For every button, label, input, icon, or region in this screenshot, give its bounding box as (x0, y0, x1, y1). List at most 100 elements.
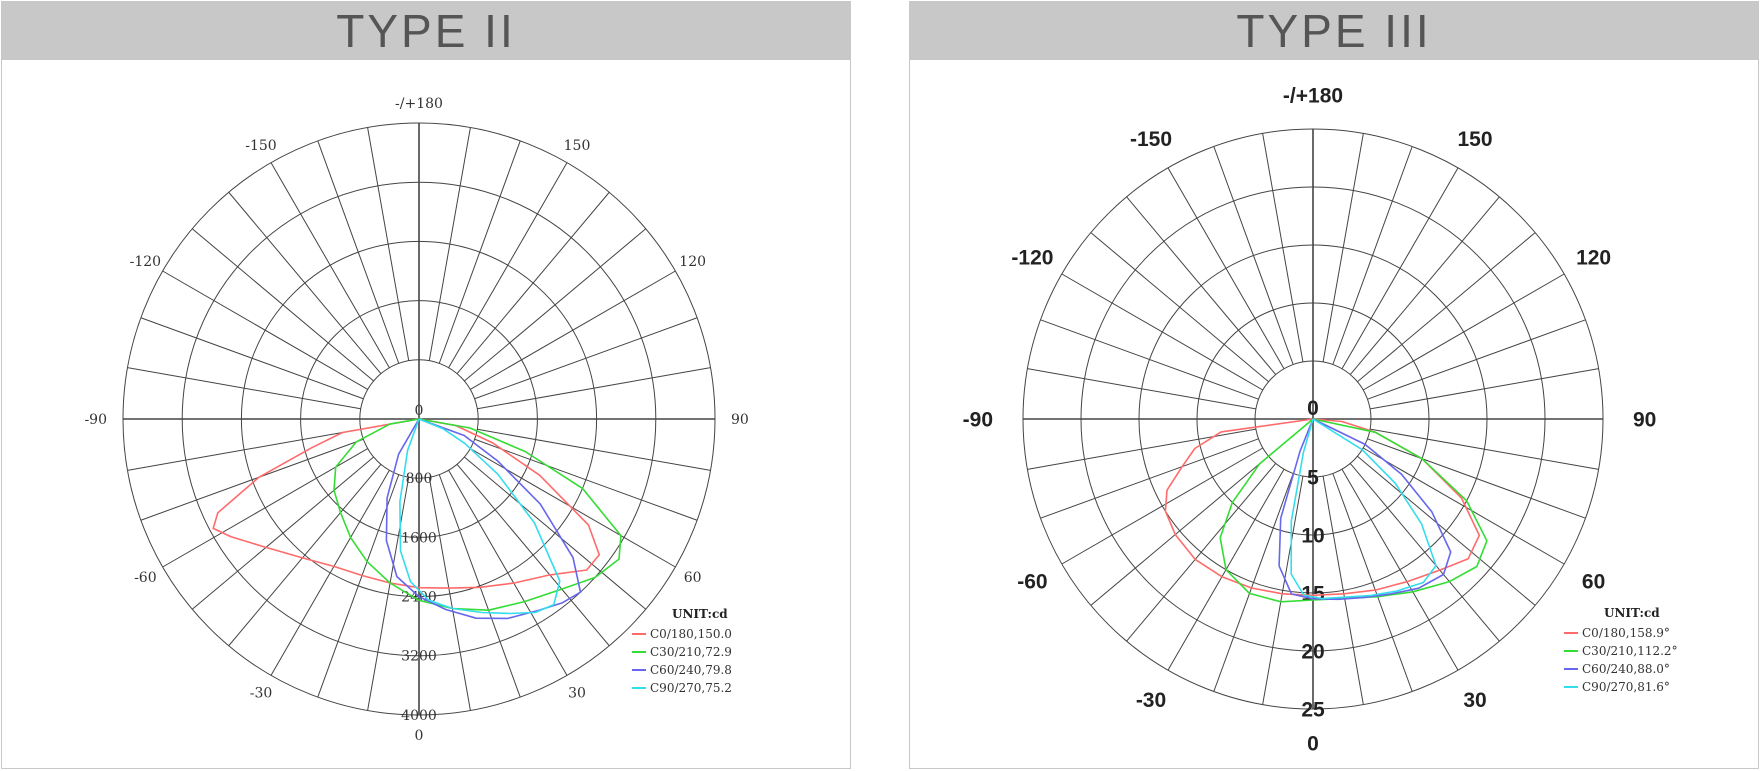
radial-labels: 0 5 10 15 20 25 (1301, 397, 1325, 721)
grid-spoke (428, 477, 471, 711)
legend-entry: C60/240,88.0° (1582, 662, 1670, 676)
series-curves (1164, 418, 1488, 603)
grid-spoke (1262, 476, 1304, 705)
grid-spoke (1341, 167, 1459, 370)
legend-entry: C60/240,79.8 (650, 663, 732, 677)
grid-spoke (1213, 146, 1294, 365)
angle-tick-label: -30 (1136, 689, 1166, 712)
angle-tick-label: -150 (1130, 128, 1172, 151)
grid-spoke (1126, 463, 1277, 642)
grid-spoke (1332, 473, 1413, 692)
grid-spoke (470, 270, 676, 390)
angle-tick-label: 90 (731, 412, 749, 428)
grid-spoke (1126, 196, 1277, 375)
angle-tick-label: -150 (245, 138, 276, 154)
angle-tick-label: 60 (1582, 570, 1605, 593)
grid-spoke (464, 228, 647, 382)
grid-spoke (1349, 196, 1500, 375)
radial-tick-label: 3200 (401, 649, 437, 665)
angle-tick-label: 150 (564, 138, 591, 154)
grid-spoke (448, 470, 568, 676)
grid-spoke (1362, 273, 1565, 391)
grid-spoke (474, 317, 698, 400)
radial-tick-label: 0 (1307, 397, 1319, 420)
chart-title: TYPE III (910, 2, 1758, 60)
angle-labels: -/+180-150 150-120 120-90 90-60 60-30 300 (963, 84, 1657, 755)
grid-spoke (428, 127, 471, 361)
grid-spoke (1167, 167, 1285, 370)
grid-spoke (191, 456, 374, 610)
angle-tick-label: -/+180 (395, 96, 443, 112)
grid-spoke (448, 162, 568, 368)
grid-spoke (270, 162, 390, 368)
grid-spoke (1341, 468, 1459, 671)
legend-title: UNIT:cd (1604, 606, 1660, 620)
radial-tick-label: 0 (415, 403, 424, 419)
legend: UNIT:cd C0/180,158.9° C30/210,112.2° C60/24… (1564, 606, 1678, 694)
angle-tick-label: -30 (250, 686, 273, 702)
grid-spoke (191, 228, 374, 382)
angle-tick-label: -90 (84, 412, 107, 428)
angle-tick-label: 30 (1463, 689, 1486, 712)
legend-entry: C30/210,72.9 (650, 645, 732, 659)
grid-spoke (367, 127, 410, 361)
grid-spoke (1322, 476, 1364, 705)
legend-title: UNIT:cd (672, 607, 728, 621)
grid-spoke (270, 470, 390, 676)
chart-title: TYPE II (2, 2, 850, 60)
grid-spoke (464, 456, 647, 610)
grid-spoke (1027, 428, 1256, 470)
grid-spoke (1362, 447, 1565, 565)
angle-tick-label: -/+180 (1283, 84, 1343, 107)
radial-tick-label: 800 (406, 471, 433, 487)
grid-spoke (140, 317, 364, 400)
radial-tick-label: 1600 (401, 530, 437, 546)
angle-tick-label: 120 (679, 254, 706, 270)
legend-entry: C90/270,81.6° (1582, 680, 1670, 694)
grid-spoke (1090, 455, 1269, 606)
angle-tick-label: 30 (568, 686, 586, 702)
grid-spoke (1370, 368, 1599, 410)
grid-spoke (162, 270, 368, 390)
grid-spoke (1357, 455, 1536, 606)
grid-spoke (1367, 319, 1586, 400)
grid-spoke (456, 464, 610, 647)
grid-spoke (317, 474, 400, 698)
grid-spoke (470, 448, 676, 568)
grid-spoke (477, 367, 711, 410)
grid-spoke (477, 428, 711, 471)
grid-spoke (228, 464, 382, 647)
grid-spoke (1040, 438, 1259, 519)
angle-labels: -/+180-150 150-120 120-90 90-60 60-30 300 (84, 96, 748, 744)
grid-spoke (1370, 428, 1599, 470)
grid-spoke (1349, 463, 1500, 642)
chart-panel-type-ii: TYPE II -/+180 -150 150 -120 120 -90 90 -60 60 -3… (1, 1, 851, 769)
grid-spoke (1040, 319, 1259, 400)
angle-tick-label: 120 (1576, 246, 1611, 269)
grid-spoke (456, 191, 610, 374)
grid-spoke (1322, 133, 1364, 362)
legend-entry: C0/180,158.9° (1582, 626, 1670, 640)
angle-tick-label: -60 (1017, 570, 1047, 593)
series-line (1278, 418, 1452, 601)
angle-tick-label: 0 (415, 728, 424, 744)
radial-tick-label: 15 (1301, 582, 1325, 605)
grid-spoke (438, 474, 521, 698)
angle-tick-label: 60 (684, 570, 702, 586)
grid-spoke (1332, 146, 1413, 365)
legend-entry: C90/270,75.2 (650, 681, 732, 695)
grid-spoke (1357, 232, 1536, 383)
radial-tick-label: 5 (1307, 466, 1319, 489)
angle-tick-label: 90 (1633, 408, 1656, 431)
grid-spoke (127, 428, 361, 471)
series-line (399, 418, 561, 615)
angle-tick-label: -120 (1011, 246, 1053, 269)
grid-spoke (1213, 473, 1294, 692)
angle-tick-label: 150 (1457, 128, 1492, 151)
grid-spoke (317, 140, 400, 364)
chart-panel-type-iii: TYPE III -/+180 -150 150 -120 120 -90 90 -60 60-… (909, 1, 1759, 769)
grid-spoke (474, 438, 698, 521)
grid-spoke (1262, 133, 1304, 362)
polar-chart-type-ii: -/+180 -150 150 -120 120 -90 90 -60 60 -30 30 0 0 800… (84, 96, 748, 744)
